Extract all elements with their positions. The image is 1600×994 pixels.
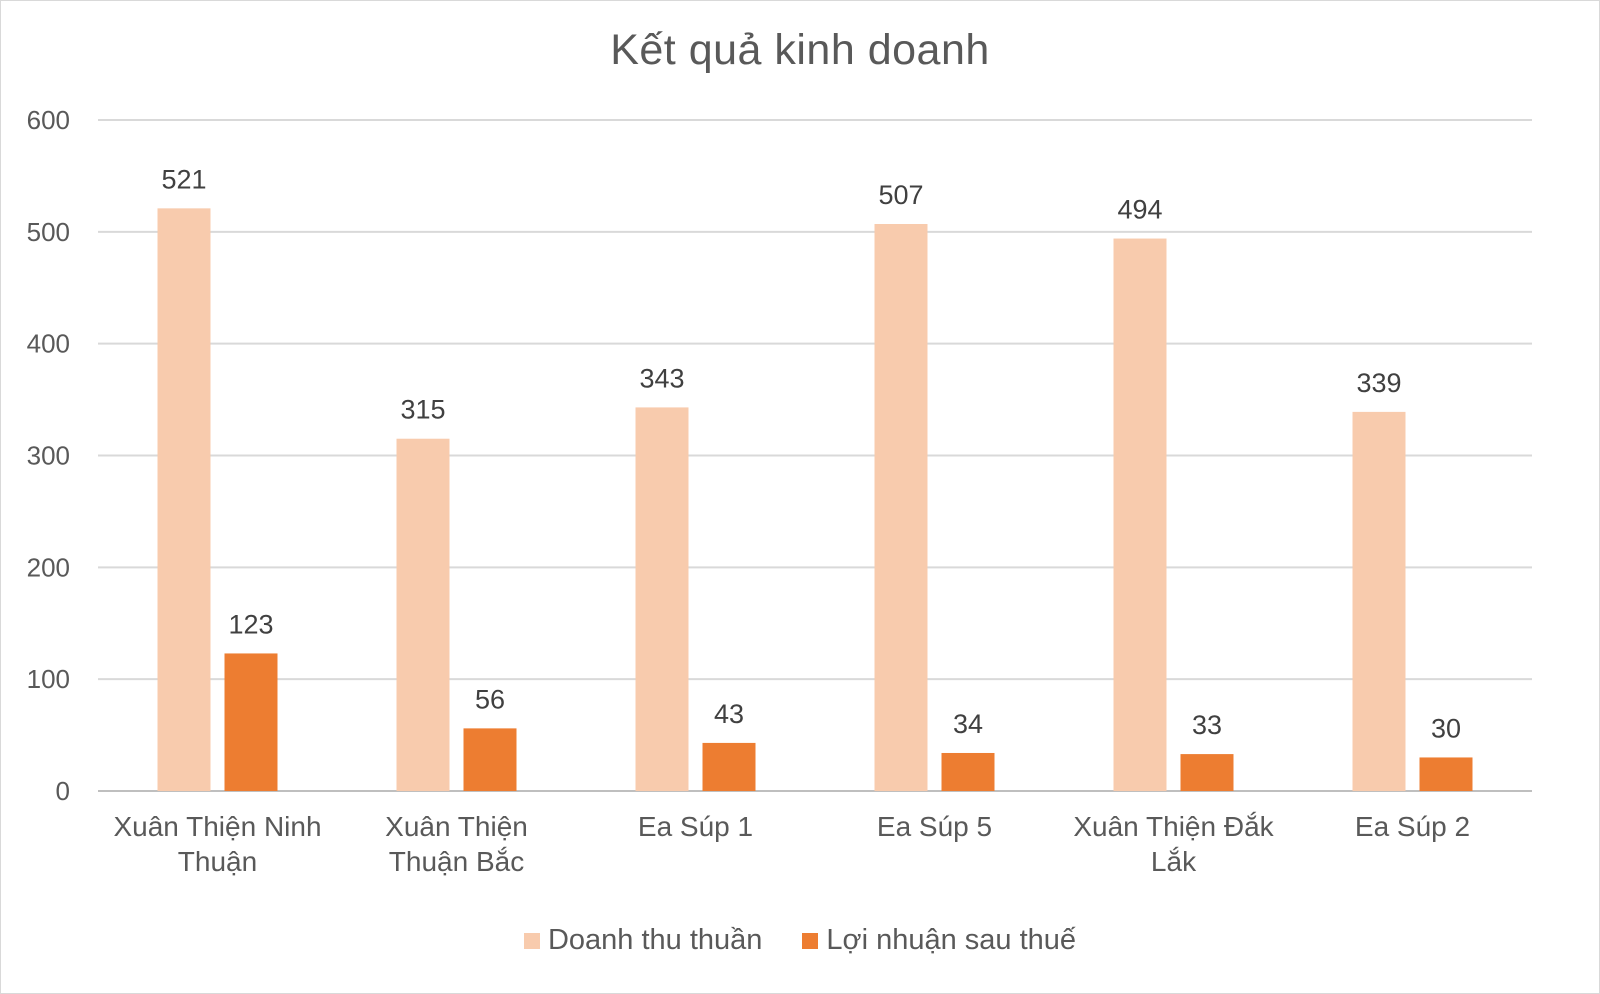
bar-revenue [1352,411,1406,791]
data-label-revenue: 521 [161,164,206,194]
y-tick-label: 100 [27,664,70,694]
bar-revenue [635,407,689,791]
bar-profit [1419,757,1473,791]
y-tick-label: 200 [27,552,70,582]
x-tick-label: Ea Súp 1 [638,811,753,842]
y-tick-label: 600 [27,105,70,135]
bar-revenue [396,438,450,791]
x-tick-label: Lắk [1151,846,1197,877]
chart-title: Kết quả kinh doanh [610,26,990,74]
bar-profit [224,653,278,791]
data-label-profit: 34 [953,709,983,739]
y-tick-label: 300 [27,441,70,471]
y-tick-label: 400 [27,329,70,359]
x-tick-label: Ea Súp 2 [1355,811,1470,842]
x-tick-label: Thuận Bắc [389,846,524,877]
y-tick-label: 500 [27,217,70,247]
x-tick-label: Ea Súp 5 [877,811,992,842]
y-tick-label: 0 [56,776,70,806]
data-label-revenue: 507 [878,180,923,210]
data-label-profit: 123 [228,609,273,639]
x-tick-label: Thuận [178,846,257,877]
data-label-revenue: 494 [1117,195,1162,225]
legend-label-revenue: Doanh thu thuần [547,924,763,956]
legend-item-revenue: Doanh thu thuần [523,924,763,957]
bar-profit [702,742,756,791]
bar-revenue [1113,238,1167,791]
data-label-profit: 43 [714,699,744,729]
legend: Doanh thu thuần Lợi nhuận sau thuế [0,924,1600,957]
data-label-revenue: 339 [1356,368,1401,398]
x-tick-label: Xuân Thiện Đắk [1073,811,1274,842]
legend-item-profit: Lợi nhuận sau thuế [802,924,1076,957]
bar-revenue [874,224,928,791]
bar-profit [941,752,995,791]
data-label-profit: 30 [1431,713,1461,743]
data-label-profit: 33 [1192,710,1222,740]
data-label-profit: 56 [475,684,505,714]
bar-profit [1180,754,1234,791]
data-label-revenue: 343 [639,363,684,393]
x-tick-label: Xuân Thiện Ninh [113,811,321,842]
data-label-revenue: 315 [400,395,445,425]
x-tick-label: Xuân Thiện [385,811,528,842]
legend-swatch-profit [802,932,819,949]
legend-swatch-revenue [523,932,540,949]
bar-revenue [157,208,211,791]
bar-profit [463,728,517,791]
legend-label-profit: Lợi nhuận sau thuế [826,924,1077,956]
